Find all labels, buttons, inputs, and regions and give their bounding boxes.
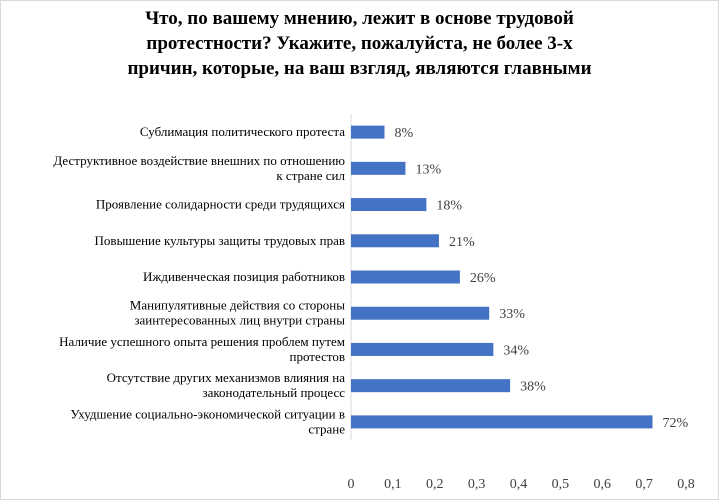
category-label-6-1: протестов — [290, 349, 345, 364]
category-label-0-0: Сублимация политического протеста — [140, 124, 345, 139]
data-label-5: 33% — [499, 307, 525, 322]
data-label-0: 8% — [395, 126, 414, 141]
x-tick-label-0: 0 — [348, 477, 355, 492]
chart-title-line-2: протестности? Укажите, пожалуйста, не бо… — [146, 33, 573, 54]
bar-0 — [351, 125, 385, 139]
bar-2 — [351, 198, 427, 212]
x-tick-label-6: 0,6 — [594, 477, 612, 492]
category-label-1-0: Деструктивное воздействие внешних по отн… — [53, 153, 345, 168]
category-label-7-1: законодательный процесс — [202, 385, 345, 400]
x-tick-label-4: 0,4 — [510, 477, 528, 492]
bar-5 — [351, 306, 490, 320]
x-tick-label-7: 0,7 — [635, 477, 653, 492]
category-label-8-0: Ухудшение социально-экономической ситуац… — [70, 406, 345, 421]
data-label-7: 38% — [520, 380, 546, 395]
bar-6 — [351, 342, 494, 356]
chart-title: Что, по вашему мнению, лежит в основе тр… — [30, 6, 689, 81]
x-tick-label-1: 0,1 — [384, 477, 402, 492]
bar-1 — [351, 161, 406, 175]
category-label-2-0: Проявление солидарности среди трудящихся — [96, 197, 345, 212]
chart-title-line-1: Что, по вашему мнению, лежит в основе тр… — [145, 8, 574, 29]
data-label-8: 72% — [663, 416, 689, 431]
category-label-7-0: Отсутствие других механизмов влияния на — [107, 370, 346, 385]
data-label-3: 21% — [449, 235, 475, 250]
category-label-4-0: Иждивенческая позиция работников — [143, 269, 345, 284]
category-label-5-1: заинтересованных лиц внутри страны — [134, 313, 345, 328]
data-label-1: 13% — [415, 162, 441, 177]
category-label-6-0: Наличие успешного опыта решения проблем … — [59, 334, 345, 349]
data-label-2: 18% — [436, 199, 462, 214]
x-tick-label-2: 0,2 — [426, 477, 444, 492]
category-label-5-0: Манипулятивные действия со стороны — [130, 298, 345, 313]
x-tick-label-5: 0,5 — [552, 477, 570, 492]
category-label-1-1: к стране сил — [276, 168, 345, 183]
bar-7 — [351, 379, 511, 393]
category-label-8-1: стране — [308, 421, 345, 436]
chart-title-line-3: причин, которые, на ваш взгляд, являются… — [127, 58, 592, 79]
x-tick-label-3: 0,3 — [468, 477, 486, 492]
x-tick-label-8: 0,8 — [677, 477, 695, 492]
data-label-4: 26% — [470, 271, 496, 286]
bar-8 — [351, 415, 653, 429]
category-label-3-0: Повышение культуры защиты трудовых прав — [95, 233, 345, 248]
bar-3 — [351, 234, 439, 248]
bar-4 — [351, 270, 460, 284]
data-label-6: 34% — [503, 343, 529, 358]
